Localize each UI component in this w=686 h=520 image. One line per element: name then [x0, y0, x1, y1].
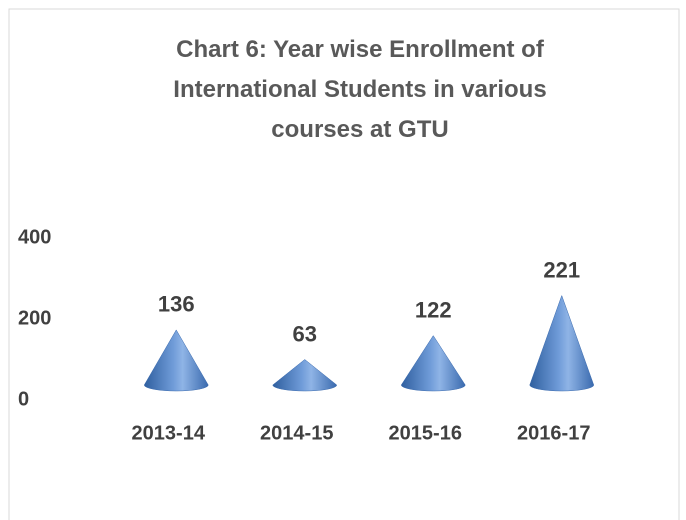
cone [400, 335, 466, 392]
chart-title: Chart 6: Year wise Enrollment of Interna… [173, 36, 547, 143]
chart-border [8, 8, 680, 520]
data-label: 63 [293, 321, 317, 346]
x-tick-label: 2015-16 [389, 422, 462, 444]
data-label: 221 [543, 257, 580, 282]
cone [143, 329, 209, 392]
x-tick-label: 2014-15 [260, 422, 333, 444]
y-tick-label: 200 [18, 307, 51, 329]
y-tick-label: 400 [18, 226, 51, 248]
data-label: 122 [415, 297, 452, 322]
data-label: 136 [158, 292, 195, 317]
y-tick-label: 0 [18, 388, 29, 410]
x-tick-label: 2016-17 [517, 422, 590, 444]
cone [272, 359, 338, 392]
x-tick-label: 2013-14 [132, 422, 206, 444]
cone [529, 294, 595, 392]
